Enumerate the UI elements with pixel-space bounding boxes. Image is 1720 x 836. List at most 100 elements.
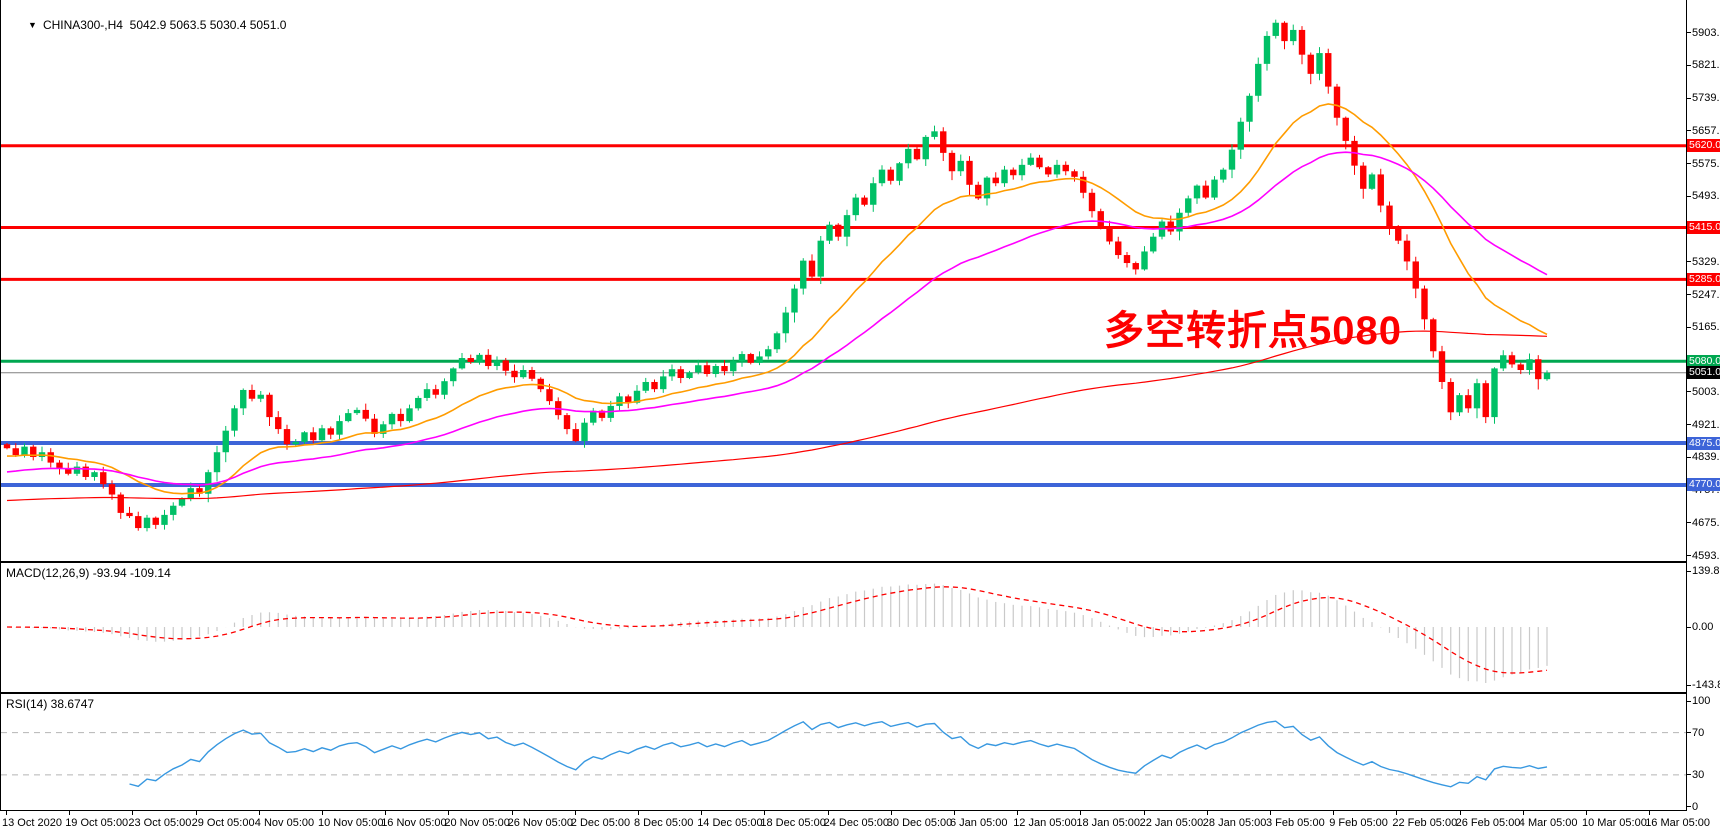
macd-canvas[interactable] — [1, 563, 1686, 692]
candle-body — [1036, 157, 1043, 168]
time-tick-label: 19 Oct 05:00 — [65, 817, 129, 829]
candle-body — [747, 354, 754, 363]
candle-body — [1167, 221, 1174, 232]
time-tick-label: 20 Nov 05:00 — [444, 817, 510, 829]
candle-body — [152, 517, 159, 525]
candle-body — [537, 378, 544, 390]
time-tick-label: 4 Nov 05:00 — [254, 817, 315, 829]
rsi-line — [129, 720, 1548, 788]
price-tick-label: 5165.0 — [1692, 321, 1720, 334]
candle-body — [3, 444, 11, 449]
macd-tick-mark — [1687, 570, 1691, 572]
candle-body — [817, 240, 824, 277]
time-tick-label: 16 Mar 05:00 — [1645, 817, 1711, 829]
candle-body — [345, 413, 352, 422]
price-level-badge: 5620.0 — [1687, 139, 1720, 153]
macd-panel[interactable]: MACD(12,26,9) -93.94 -109.14 — [0, 563, 1687, 694]
candle-body — [388, 413, 396, 425]
price-tick-label: 4675.0 — [1692, 516, 1720, 529]
candle-body — [1360, 165, 1367, 189]
candle-body — [266, 394, 273, 418]
candle-body — [651, 381, 658, 390]
candle-body — [992, 177, 999, 184]
candle-body — [327, 428, 334, 435]
candle-body — [773, 333, 781, 350]
time-tick-mark — [1017, 811, 1019, 815]
macd-axis[interactable]: 139.86 0.00 -143.82 — [1687, 563, 1720, 694]
candle-body — [135, 516, 142, 529]
time-tick-mark — [132, 811, 134, 815]
candle-body — [117, 494, 124, 513]
symbol-title: CHINA300-,H4 — [42, 18, 123, 32]
candle-body — [1368, 174, 1376, 189]
candle-body — [1263, 35, 1271, 64]
time-tick-mark — [385, 811, 387, 815]
candle-body — [406, 408, 413, 422]
candle-body — [1141, 251, 1148, 270]
time-tick-label: 10 Nov 05:00 — [318, 817, 384, 829]
candle-body — [222, 430, 229, 453]
price-tick-mark — [1687, 456, 1691, 458]
time-tick-label: 29 Oct 05:00 — [191, 817, 255, 829]
price-tick-label: 5821.0 — [1692, 59, 1720, 72]
candle-body — [563, 415, 571, 430]
price-level-badge: 5080.0 — [1687, 354, 1720, 368]
rsi-panel[interactable]: RSI(14) 38.6747 — [0, 694, 1687, 811]
candle-body — [301, 432, 308, 442]
price-tick-label: 5247.0 — [1692, 288, 1720, 301]
candle-body — [1080, 176, 1087, 193]
candle-body — [1430, 319, 1437, 352]
candle-body — [1001, 169, 1008, 184]
candle-body — [826, 224, 833, 241]
macd-tick-mark — [1687, 626, 1691, 628]
time-tick-label: 2 Dec 05:00 — [570, 817, 631, 829]
candle-body — [1045, 167, 1052, 175]
price-axis[interactable]: 5903.0 5821.0 5739.0 5657.0 5575.0 5493.0 5329… — [1687, 0, 1720, 563]
time-tick-label: 4 Mar 05:00 — [1518, 817, 1578, 829]
candle-body — [686, 372, 693, 378]
candle-body — [143, 517, 151, 529]
rsi-canvas[interactable] — [1, 694, 1686, 810]
candle-body — [896, 163, 903, 181]
price-tick-label: 4839.0 — [1692, 451, 1720, 464]
candle-body — [450, 368, 457, 382]
time-tick-label: 28 Jan 05:00 — [1202, 817, 1267, 829]
candle-body — [1491, 368, 1498, 418]
candle-body — [791, 288, 798, 313]
time-tick-label: 12 Jan 05:00 — [1013, 817, 1077, 829]
candle-body — [231, 408, 238, 431]
price-tick-mark — [1687, 163, 1691, 165]
price-chart-canvas[interactable] — [1, 0, 1686, 561]
candle-body — [310, 432, 317, 441]
candle-body — [887, 169, 894, 181]
candle-body — [913, 148, 921, 160]
price-level-badge: 5051.0 — [1687, 366, 1720, 380]
time-tick-mark — [511, 811, 513, 815]
macd-tick-label: 139.86 — [1692, 565, 1720, 577]
symbol-dropdown-icon[interactable]: ▼ — [28, 20, 37, 30]
candle-body — [1211, 179, 1218, 198]
candle-body — [73, 466, 81, 474]
candle-body — [1482, 383, 1489, 418]
rsi-axis[interactable]: 100 70 30 0 — [1687, 694, 1720, 812]
candle-body — [502, 360, 509, 371]
candle-body — [1132, 263, 1139, 270]
price-tick-label: 5657.0 — [1692, 124, 1720, 137]
candle-body — [1465, 395, 1472, 409]
time-tick-mark — [1143, 811, 1145, 815]
time-axis[interactable]: 13 Oct 2020 19 Oct 05:00 23 Oct 05:00 29 Oc… — [0, 811, 1720, 836]
time-tick-mark — [1333, 811, 1335, 815]
candle-body — [1508, 355, 1516, 365]
candle-body — [1220, 169, 1227, 180]
candle-body — [1307, 54, 1314, 74]
candle-body — [1071, 171, 1078, 177]
time-tick-mark — [1522, 811, 1524, 815]
price-panel[interactable]: ▼ CHINA300-,H4 5042.9 5063.5 5030.4 5051.… — [0, 0, 1687, 563]
candle-body — [283, 429, 291, 445]
candle-body — [1193, 185, 1201, 199]
time-tick-mark — [1586, 811, 1587, 815]
candle-body — [677, 369, 684, 378]
time-tick-label: 9 Feb 05:00 — [1329, 817, 1388, 829]
price-tick-label: 5003.0 — [1692, 385, 1720, 398]
candle-body — [1403, 240, 1411, 262]
